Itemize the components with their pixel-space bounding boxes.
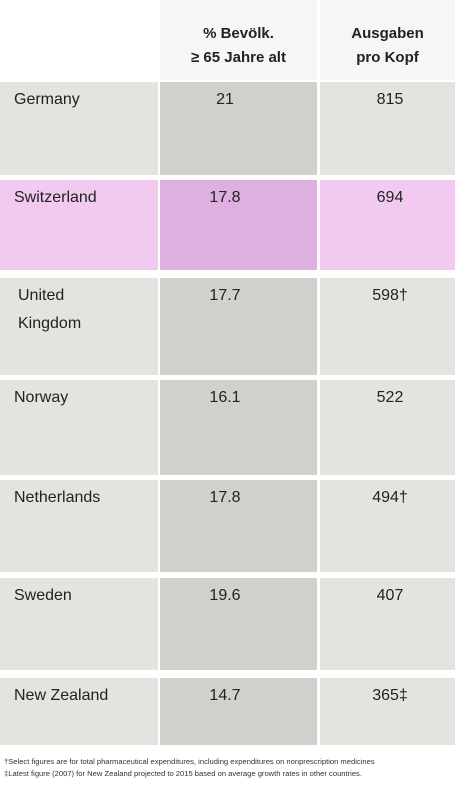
table-value: 522: [376, 389, 404, 406]
row-label-line: United: [18, 287, 65, 304]
table-value: 407: [376, 587, 404, 604]
table-cell: [0, 678, 158, 745]
column-header: Ausgaben pro Kopf: [320, 22, 455, 70]
footnote: †Select figures are for total pharmaceut…: [4, 757, 375, 766]
table-cell: [320, 278, 455, 375]
table-cell: [160, 380, 317, 475]
table-value: 17.8: [209, 189, 241, 206]
table-cell: [320, 180, 455, 270]
table-value: 694: [376, 189, 404, 206]
table-value: 494†: [372, 489, 408, 506]
row-label: United Kingdom: [18, 282, 81, 338]
row-label-line: Sweden: [14, 587, 72, 604]
table-value: 815: [376, 91, 404, 108]
table-cell: [320, 480, 455, 572]
table-value: 365‡: [372, 687, 408, 704]
row-label: Netherlands: [14, 484, 100, 512]
table-value: 21: [216, 91, 234, 108]
table-cell: [0, 578, 158, 670]
table-value: 598†: [372, 287, 408, 304]
row-label: Switzerland: [14, 184, 97, 212]
table-cell: [160, 480, 317, 572]
row-label: Norway: [14, 384, 68, 412]
table-cell: [160, 82, 317, 175]
header-cell: [160, 0, 317, 80]
row-label-line: Germany: [14, 91, 80, 108]
table-cell: [0, 380, 158, 475]
table-cell: [160, 578, 317, 670]
row-label: New Zealand: [14, 682, 108, 710]
table-cell: [0, 180, 158, 270]
table-cell: [160, 278, 317, 375]
column-header: % Bevölk. ≥ 65 Jahre alt: [160, 22, 317, 70]
table-cell: [160, 678, 317, 745]
row-label-line: Netherlands: [14, 489, 101, 506]
table-value: 17.8: [209, 489, 241, 506]
table-value: 16.1: [209, 389, 241, 406]
table-cell: [320, 380, 455, 475]
header-cell: [320, 0, 455, 80]
header-line: % Bevölk.: [203, 25, 274, 42]
table-cell: [320, 578, 455, 670]
row-label-line: Norway: [14, 389, 69, 406]
table-cell: [0, 480, 158, 572]
row-label: Sweden: [14, 582, 72, 610]
footnote: ‡Latest figure (2007) for New Zealand pr…: [4, 769, 362, 778]
row-label-line: Kingdom: [18, 315, 82, 332]
header-line: pro Kopf: [356, 49, 419, 66]
table-cell: [160, 180, 317, 270]
table-value: 17.7: [209, 287, 241, 304]
table-value: 14.7: [209, 687, 241, 704]
row-label: Germany: [14, 86, 80, 114]
row-label-line: Switzerland: [14, 189, 97, 206]
row-label-line: New Zealand: [14, 687, 109, 704]
table-cell: [0, 278, 158, 375]
table-cell: [320, 82, 455, 175]
header-line: Ausgaben: [351, 25, 424, 42]
table-cell: [320, 678, 455, 745]
table-value: 19.6: [209, 587, 241, 604]
header-line: ≥ 65 Jahre alt: [191, 49, 286, 66]
blank-header: [0, 0, 158, 80]
table-cell: [0, 82, 158, 175]
